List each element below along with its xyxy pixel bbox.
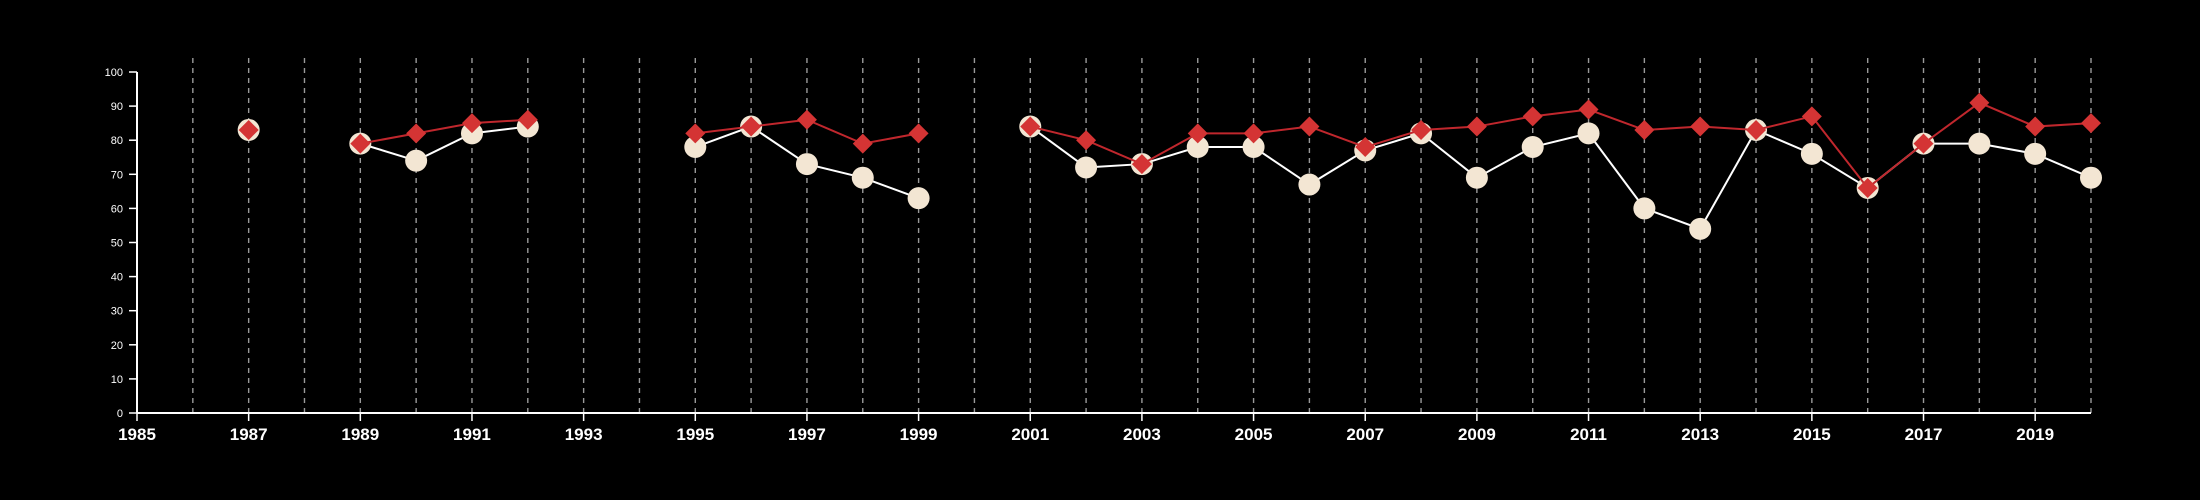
diamond-point [908,123,929,144]
x-tick-label: 2005 [1235,425,1273,444]
diamond-point [1466,116,1487,137]
diamond-point [1690,116,1711,137]
diamond-point [1020,116,1041,137]
axes: 0 10 20 30 40 50 60 70 80 90 100 1985 1987 1989 1991 19… [105,67,2091,444]
diamond-point [238,119,259,140]
y-tick-label: 80 [111,135,123,147]
diamond-point [1746,119,1767,140]
y-tick-label: 30 [111,306,123,318]
diamond-point [741,116,762,137]
diamond-point [1578,99,1599,120]
x-tick-label: 1989 [341,425,379,444]
circle-point [405,149,428,172]
diamond-point [2081,113,2101,134]
circle-point [684,136,707,159]
y-tick-label: 100 [105,67,123,79]
circle-point [1689,217,1712,240]
x-tick-label: 2011 [1570,425,1607,444]
diamond-point [852,133,873,154]
diamond-point [1355,137,1376,158]
y-tick-label: 40 [111,272,123,284]
circle-point [1186,136,1209,159]
circle-point [1465,166,1488,189]
diamond-point [1131,154,1152,175]
diamond-point [1801,106,1822,127]
x-tick-label: 1987 [230,425,268,444]
diamond-point [685,123,706,144]
circle-point [795,153,818,176]
diamond-point [1243,123,1264,144]
circle-point [1800,142,1823,165]
y-tick-label: 90 [111,101,123,113]
diamond-point [796,109,817,130]
x-tick-label: 1985 [118,425,156,444]
x-tick-label: 1995 [676,425,714,444]
circle-point [1298,173,1321,196]
circle-point [851,166,874,189]
circle-point [907,187,930,210]
y-tick-label: 60 [111,203,123,215]
diamond-point [2025,116,2046,137]
y-tick-label: 20 [111,340,123,352]
diamond-point [1299,116,1320,137]
diamond-point [1913,133,1934,154]
diamond-point [406,123,427,144]
x-tick-label: 2009 [1458,425,1496,444]
x-tick-label: 2007 [1346,425,1384,444]
x-tick-label: 2003 [1123,425,1161,444]
diamond-point [1187,123,1208,144]
x-tick-label: 1993 [565,425,603,444]
x-tick-label: 2019 [2016,425,2054,444]
circle-point [1577,122,1600,145]
y-tick-label: 50 [111,238,123,250]
x-tick-label: 2015 [1793,425,1831,444]
diamond-point [350,133,371,154]
series-1-line [360,125,528,162]
x-tick-label: 2001 [1011,425,1049,444]
circle-point [1075,156,1098,179]
series-group [237,92,2102,240]
y-tick-label: 0 [117,408,123,420]
diamond-point [1634,119,1655,140]
circle-point [1242,136,1265,159]
y-tick-label: 10 [111,374,123,386]
circle-point [1633,197,1656,220]
x-tick-label: 1997 [788,425,826,444]
x-tick-label: 2017 [1905,425,1943,444]
series-2 [238,92,2101,198]
diamond-point [1411,119,1432,140]
diamond-point [1969,92,1990,113]
diamond-point [1522,106,1543,127]
x-tick-label: 1999 [900,425,938,444]
y-tick-label: 70 [111,169,123,181]
diamond-point [1076,130,1097,151]
diamond-point [517,109,538,130]
diamond-point [461,113,482,134]
circle-point [1521,136,1544,159]
circle-point [2080,166,2102,189]
circle-point [460,122,483,145]
circle-point [1968,132,1991,155]
x-tick-label: 1991 [453,425,491,444]
series-2-line [360,118,528,145]
diamond-point [1857,177,1878,198]
x-tick-label: 2013 [1681,425,1719,444]
circle-point [2024,142,2047,165]
